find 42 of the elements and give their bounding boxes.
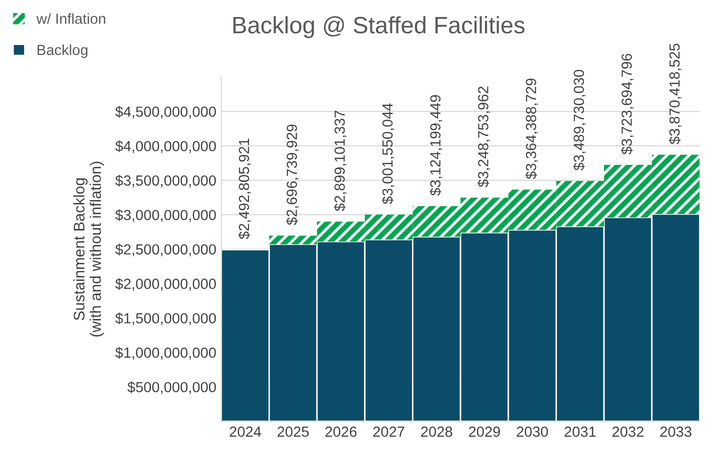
x-tick-label: 2030 (516, 426, 548, 437)
bar (317, 222, 365, 242)
bar (508, 190, 556, 230)
legend-label: Backlog (38, 44, 88, 58)
y-tick-label: $1,000,000,000 (115, 346, 216, 360)
y-tick-label: $2,500,000,000 (115, 244, 216, 256)
y-axis-title: Sustainment Backlog (with and without inflation) (73, 162, 104, 337)
total-label: $3,870,418,525 (668, 44, 682, 144)
chart-title: Backlog @ Staffed Facilities (233, 16, 525, 38)
bar (652, 154, 700, 214)
x-tick-label: 2031 (564, 426, 596, 437)
x-tick-label: 2029 (468, 426, 500, 437)
y-tick-label: $500,000,000 (127, 381, 216, 394)
total-label: $3,723,694,796 (620, 54, 634, 154)
y-tick-label: $3,000,000,000 (115, 209, 216, 222)
x-tick-label: 2028 (421, 426, 452, 437)
total-label: $3,364,388,729 (525, 78, 538, 180)
total-label: $3,248,753,962 (477, 86, 490, 188)
legend-label: w/ Inflation (36, 13, 106, 24)
x-tick-label: 2025 (278, 426, 309, 437)
bar (269, 236, 318, 244)
y-tick-label: $2,000,000,000 (115, 278, 216, 291)
bar (460, 198, 508, 233)
x-tick-label: 2032 (612, 426, 644, 437)
x-tick-label: 2033 (660, 426, 692, 437)
total-label: $2,492,805,921 (238, 138, 251, 240)
bar (412, 206, 461, 237)
y-tick-label: $4,000,000,000 (115, 140, 216, 154)
y-tick-label: $4,500,000,000 (115, 106, 216, 119)
total-label: $3,124,199,449 (430, 95, 442, 196)
bar (604, 164, 652, 218)
total-label: $2,899,101,337 (334, 110, 347, 212)
y-tick-label: $3,500,000,000 (115, 174, 216, 188)
total-label: $2,696,739,929 (286, 124, 299, 226)
total-label: $3,001,550,044 (382, 103, 394, 204)
x-tick-label: 2026 (325, 426, 357, 437)
total-label: $3,489,730,030 (573, 70, 586, 171)
bar (556, 181, 604, 226)
x-tick-label: 2024 (230, 426, 262, 437)
x-tick-label: 2027 (373, 426, 404, 437)
bar (364, 214, 413, 240)
y-tick-label: $1,500,000,000 (115, 312, 216, 326)
